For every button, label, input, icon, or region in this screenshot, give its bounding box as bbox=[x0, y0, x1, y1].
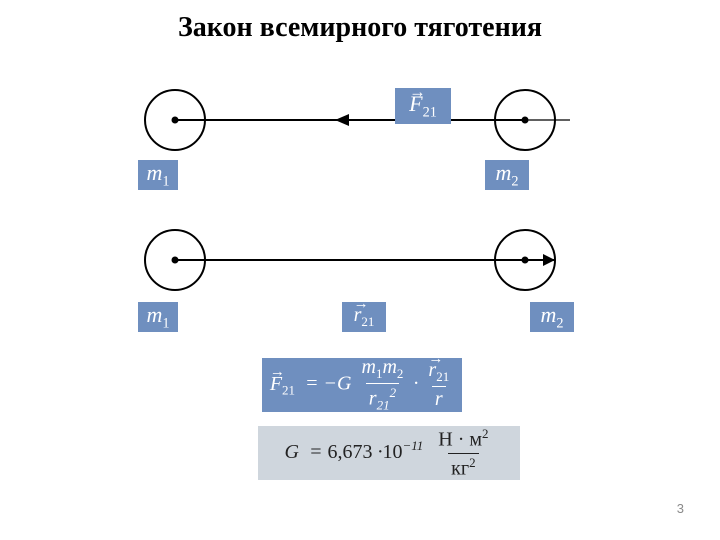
page-number: 3 bbox=[677, 501, 684, 516]
mass-1-label-top: m1 bbox=[138, 160, 178, 190]
mass-2-label-top: m2 bbox=[485, 160, 529, 190]
g-exponent: −11 bbox=[402, 438, 423, 453]
radius-diagram-svg bbox=[120, 220, 580, 300]
mass-1-label-bottom: m1 bbox=[138, 302, 178, 332]
force-diagram-svg bbox=[120, 80, 580, 160]
g-value: 6,673 bbox=[327, 441, 372, 463]
force-vector-label: F21 bbox=[395, 88, 451, 124]
gravitation-force-formula: F21 = −G m1m2 r212 · r21 r bbox=[262, 358, 462, 412]
page-title: Закон всемирного тяготения bbox=[0, 12, 720, 44]
mass-2-label-bottom: m2 bbox=[530, 302, 574, 332]
radius-vector-label: r21 bbox=[342, 302, 386, 332]
gravitational-constant-formula: G = 6,673 ·10−11 Н · м2 кг2 bbox=[258, 426, 520, 480]
